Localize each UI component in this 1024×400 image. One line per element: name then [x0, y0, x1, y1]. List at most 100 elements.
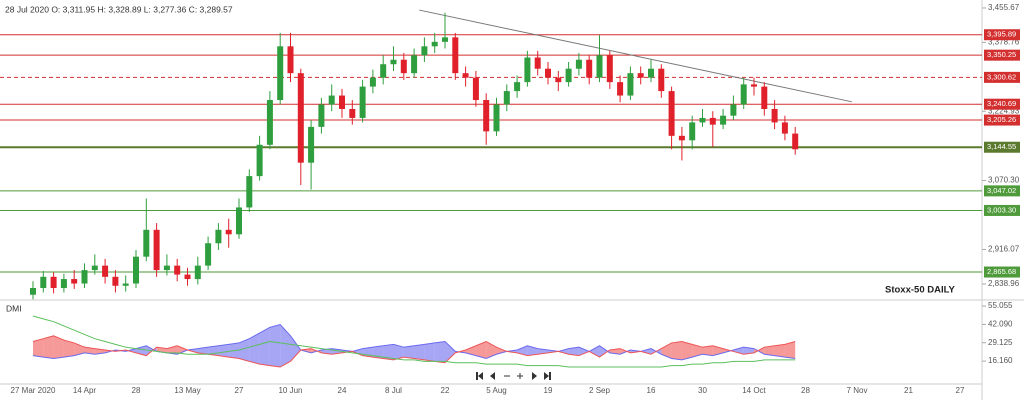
x-tick-label: 28 — [132, 386, 141, 395]
candle-body — [91, 265, 98, 271]
x-tick-label: 7 Nov — [847, 386, 868, 395]
candle-body — [555, 77, 562, 83]
x-tick-label: 24 — [338, 386, 347, 395]
candle-body — [637, 73, 644, 78]
candle-body — [205, 243, 212, 266]
nav-zoom-in[interactable] — [519, 373, 521, 379]
candle-body — [606, 55, 613, 83]
di-fill — [269, 324, 281, 368]
level-label: 2,865.68 — [987, 267, 1016, 276]
nav-last[interactable] — [549, 372, 551, 380]
x-tick-label: 19 — [544, 386, 553, 395]
nav-first[interactable] — [476, 372, 478, 380]
x-tick-label: 8 Jul — [385, 386, 402, 395]
candle-body — [751, 84, 757, 87]
di-fill — [197, 347, 209, 355]
y-tick-label: 3,224.93 — [988, 106, 1020, 115]
candle-body — [400, 59, 407, 74]
y-tick-label: 2,916.07 — [988, 245, 1020, 254]
x-tick-label: 16 — [647, 386, 656, 395]
candle-body — [133, 256, 139, 284]
panel-title: DMI — [6, 303, 22, 313]
di-fill — [774, 344, 785, 358]
candle-body — [493, 104, 500, 132]
candle-body — [308, 126, 315, 163]
candle-body — [390, 59, 397, 65]
x-tick-label: 13 May — [174, 386, 200, 395]
candle-body — [174, 265, 181, 275]
candle-body — [761, 86, 768, 109]
dmi-line — [32, 335, 796, 368]
candle-body — [380, 64, 387, 78]
di-fill — [692, 344, 703, 358]
y-tick-label: 2,838.96 — [988, 279, 1020, 288]
level-label: 3,300.62 — [987, 72, 1016, 81]
candle-body — [792, 133, 799, 150]
candle-body — [658, 68, 665, 92]
candle-body — [194, 265, 201, 280]
candle-body — [668, 91, 675, 136]
candle-body — [318, 104, 325, 127]
nav-first[interactable] — [478, 372, 483, 380]
candle-body — [771, 108, 778, 123]
candle-body — [648, 68, 654, 78]
x-tick-label: 27 Mar 2020 — [11, 386, 56, 395]
di-fill — [681, 341, 693, 360]
y-tick-label: 3,378.76 — [988, 38, 1020, 47]
di-fill — [177, 345, 188, 355]
candle-body — [102, 265, 109, 277]
candle-body — [349, 108, 356, 118]
candle-body — [503, 91, 510, 105]
candle-body — [60, 279, 67, 289]
level-label-box — [984, 114, 1020, 126]
x-tick-label: 14 Apr — [73, 386, 96, 395]
candle-body — [689, 122, 696, 141]
candle-body — [452, 37, 459, 74]
nav-zoom-out[interactable] — [504, 375, 510, 377]
candle-body — [565, 68, 572, 83]
candle-body — [71, 279, 78, 284]
di-fill — [558, 348, 569, 355]
candle-body — [277, 46, 284, 101]
candle-body — [586, 59, 593, 78]
di-fill — [578, 347, 590, 356]
level-label: 3,144.55 — [987, 142, 1016, 151]
candle-body — [411, 55, 418, 74]
di-fill — [383, 344, 394, 360]
di-fill — [568, 347, 579, 356]
nav-last[interactable] — [544, 372, 549, 380]
di-fill — [589, 345, 600, 358]
navigation[interactable] — [476, 372, 551, 380]
di-fill — [764, 345, 775, 356]
x-tick-label: 14 Oct — [742, 386, 766, 395]
di-fill — [640, 348, 651, 355]
di-fill — [372, 345, 384, 359]
di-fill — [33, 338, 44, 358]
di-fill — [496, 347, 507, 355]
level-label: 3,240.69 — [987, 99, 1016, 108]
candle-body — [596, 55, 603, 78]
x-tick-label: 21 — [904, 386, 913, 395]
candle-body — [720, 115, 727, 125]
candle-body — [30, 288, 36, 295]
nav-forward[interactable] — [532, 372, 537, 380]
candle-body — [431, 41, 438, 47]
di-fill — [259, 327, 270, 366]
y-tick-label: 29.125 — [988, 338, 1013, 347]
di-fill — [53, 335, 64, 359]
di-fill — [671, 341, 682, 360]
dmi-line — [32, 315, 796, 368]
chart-label: Stoxx-50 DAILY — [885, 285, 956, 296]
di-fill — [166, 345, 178, 355]
candle-body — [236, 207, 242, 235]
di-fill — [74, 342, 85, 356]
candle-body — [709, 117, 716, 125]
nav-back[interactable] — [490, 372, 495, 380]
candle-body — [524, 57, 531, 83]
di-fill — [403, 345, 415, 359]
candle-body — [339, 95, 345, 109]
di-fill — [414, 344, 425, 360]
x-tick-label: 10 Jun — [278, 386, 302, 395]
candle-body — [266, 100, 273, 145]
candle-body — [369, 77, 376, 87]
